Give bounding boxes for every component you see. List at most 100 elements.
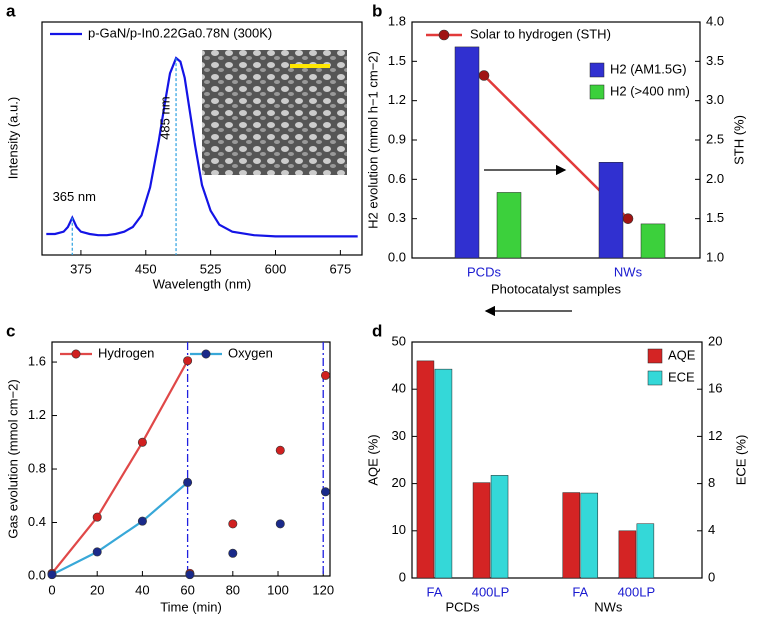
bar [640,223,666,259]
x-tick-label: 40 [135,582,149,597]
y2-tick-label: 0 [708,569,715,584]
y2-tick-label: 2.0 [706,171,724,186]
panel-letter: d [372,321,382,340]
legend-label: p-GaN/p-In0.22Ga0.78N (300K) [88,25,272,40]
bar [496,192,522,259]
y-tick-label: 0.8 [28,460,46,475]
panel-letter: a [6,1,16,20]
panel-letter: c [6,321,15,340]
point [228,519,238,529]
x-tick-label: 375 [70,261,92,276]
legend-swatch [647,370,663,386]
bar [454,46,480,259]
y-tick-label: 10 [392,522,406,537]
plot-frame [411,341,703,579]
y-tick-label: 1.5 [388,53,406,68]
x-tick-label: 80 [226,582,240,597]
y-tick-label: 30 [392,428,406,443]
bar [562,492,581,579]
point [275,445,285,455]
y-tick-label: 0.4 [28,514,46,529]
legend-label: Solar to hydrogen (STH) [470,26,611,41]
series-line [51,360,189,574]
legend-marker [201,349,211,359]
y-axis-title: H2 evolution (mmol h−1 cm−2) [365,51,380,229]
panel-letter: b [372,1,382,20]
point [137,437,147,447]
point [275,519,285,529]
point [320,370,330,380]
bar [598,162,624,259]
x-tick-label: 100 [267,582,289,597]
bar [472,482,491,579]
y2-tick-label: 12 [708,428,722,443]
x-axis-title: Time (min) [160,599,222,614]
point [320,487,330,497]
y-axis-title: Gas evolution (mmol cm−2) [5,379,20,538]
y2-tick-label: 8 [708,475,715,490]
bar [416,360,435,579]
x-tick-label: NWs [614,264,643,279]
y-axis-title: AQE (%) [365,434,380,485]
x-tick-label: 400LP [472,584,510,599]
x-tick-label: 525 [200,261,222,276]
point [137,516,147,526]
point [47,570,57,580]
x-tick-label: 120 [312,582,334,597]
legend-label: AQE [668,347,696,362]
legend-swatch [647,348,663,364]
y-tick-label: 0.6 [388,171,406,186]
x-tick-label: 0 [48,582,55,597]
y2-tick-label: 4.0 [706,13,724,28]
y-tick-label: 1.2 [28,407,46,422]
y-tick-label: 0.3 [388,210,406,225]
y2-tick-label: 16 [708,381,722,396]
y-tick-label: 0.0 [388,249,406,264]
x-tick-label: 20 [90,582,104,597]
bar [636,523,655,579]
legend-swatch [589,62,605,78]
group-label: PCDs [446,599,480,614]
x-axis-title: Photocatalyst samples [491,281,622,296]
y2-tick-label: 3.5 [706,53,724,68]
plot-frame [41,21,363,256]
y-tick-label: 1.2 [388,92,406,107]
legend-marker [438,29,450,41]
y-tick-label: 40 [392,381,406,396]
legend-label: ECE [668,369,695,384]
y-tick-label: 1.6 [28,353,46,368]
series-line [46,56,358,238]
series-line [51,481,189,576]
x-tick-label: FA [426,584,442,599]
x-tick-label: 400LP [618,584,656,599]
point [478,70,490,81]
x-tick-label: FA [572,584,588,599]
y2-tick-label: 20 [708,333,722,348]
point [92,547,102,557]
x-tick-label: 600 [265,261,287,276]
y-tick-label: 1.8 [388,13,406,28]
bar [580,492,599,579]
legend-label: H2 (AM1.5G) [610,61,687,76]
x-tick-label: 450 [135,261,157,276]
y2-tick-label: 3.0 [706,92,724,107]
y-axis-title: Intensity (a.u.) [5,97,20,179]
bar [434,368,453,579]
y2-tick-label: 1.5 [706,210,724,225]
y2-axis-title: ECE (%) [733,435,748,486]
x-tick-label: 60 [180,582,194,597]
group-label: NWs [594,599,623,614]
y2-tick-label: 4 [708,522,715,537]
point [185,570,195,580]
y-tick-label: 20 [392,475,406,490]
y2-tick-label: 2.5 [706,131,724,146]
legend-marker [71,349,81,359]
annotation: 365 nm [53,189,96,204]
annotation: 485 nm [157,96,172,139]
plot-frame [51,341,331,577]
y2-axis-title: STH (%) [731,115,746,165]
legend-label: H2 (>400 nm) [610,83,690,98]
point [622,213,634,224]
y-tick-label: 0 [399,569,406,584]
